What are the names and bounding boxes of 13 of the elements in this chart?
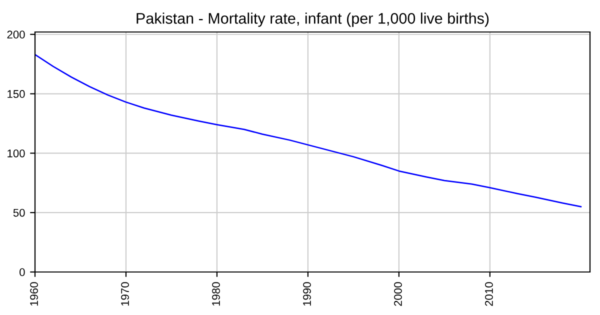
x-tick-label: 1960 [30, 282, 38, 306]
y-tick-label: 150 [8, 90, 25, 98]
x-tick-label: 1970 [121, 282, 129, 306]
y-tick-label: 0 [20, 268, 25, 276]
chart-title: Pakistan - Mortality rate, infant (per 1,000 live births) [136, 12, 489, 27]
x-tick-label: 2010 [485, 282, 493, 306]
line-series [35, 54, 582, 208]
y-tick-label: 100 [8, 149, 25, 158]
y-tick-label: 200 [7, 30, 25, 39]
x-tick-label: 1980 [212, 282, 220, 306]
x-tick-label: 1990 [303, 282, 311, 306]
y-tick-label: 50 [13, 208, 25, 217]
x-tick-label: 2000 [394, 282, 402, 306]
